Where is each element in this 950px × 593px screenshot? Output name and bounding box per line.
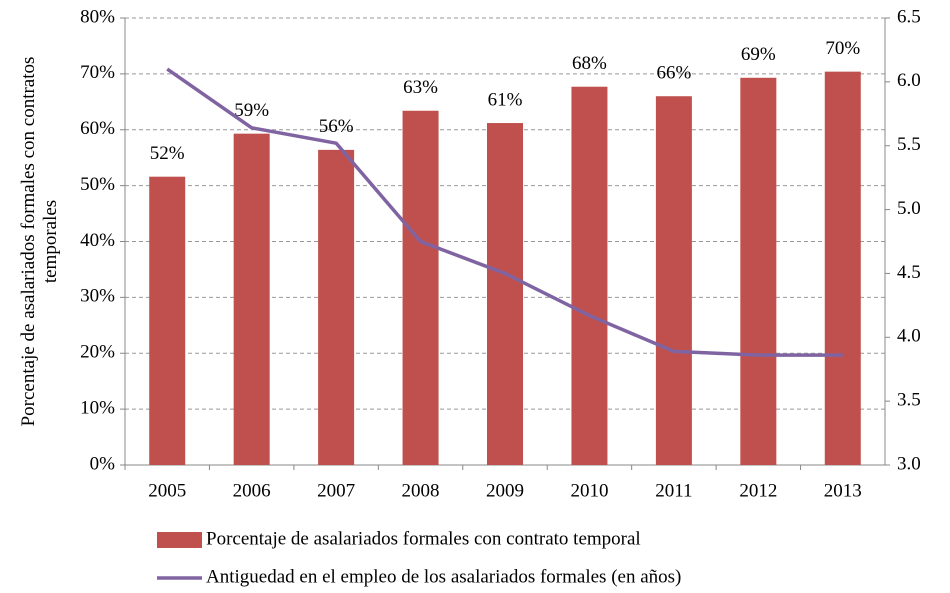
y-tick-label: 70%: [80, 62, 115, 83]
y-tick-label: 0%: [90, 453, 116, 474]
y2-tick-label: 3.0: [897, 453, 921, 474]
y-tick-label: 60%: [80, 118, 115, 139]
y-tick-label: 40%: [80, 230, 115, 251]
y-tick-label: 80%: [80, 6, 115, 27]
y-tick-label: 10%: [80, 397, 115, 418]
legend-label: Antiguedad en el empleo de los asalariad…: [206, 566, 681, 587]
y2-tick-label: 5.5: [897, 134, 921, 155]
bar: [402, 110, 439, 465]
value-label: 56%: [319, 116, 354, 137]
bar: [824, 71, 861, 465]
y2-tick-label: 4.5: [897, 262, 921, 283]
y-tick-label: 30%: [80, 286, 115, 307]
value-label: 52%: [150, 143, 185, 164]
bar: [655, 96, 692, 465]
x-tick-label: 2010: [570, 480, 608, 501]
value-label: 59%: [234, 100, 269, 121]
value-label: 70%: [825, 38, 860, 59]
bar: [318, 149, 355, 466]
y2-tick-label: 4.0: [897, 326, 921, 347]
y-tick-label: 20%: [80, 342, 115, 363]
x-tick-label: 2005: [148, 480, 186, 501]
line: [166, 67, 843, 357]
y-axis-label: Porcentaje de asalariados formales con c…: [18, 57, 61, 427]
x-tick-label: 2009: [486, 480, 524, 501]
y2-tick-label: 3.5: [897, 390, 921, 411]
x-tick-label: 2006: [233, 480, 271, 501]
value-label: 69%: [741, 44, 776, 65]
bar: [233, 133, 270, 465]
y-axis-label-line: Porcentaje de asalariados formales con c…: [18, 57, 39, 427]
y2-tick-label: 6.0: [897, 70, 921, 91]
x-tick-label: 2011: [655, 480, 692, 501]
value-label: 61%: [488, 89, 523, 110]
bar: [740, 77, 777, 465]
legend-swatch: [157, 532, 202, 548]
x-tick-label: 2007: [317, 480, 355, 501]
y2-tick-label: 6.5: [897, 6, 921, 27]
bar: [571, 86, 608, 465]
value-label: 66%: [656, 63, 691, 84]
legend-label: Porcentaje de asalariados formales con c…: [206, 528, 641, 549]
value-label: 68%: [572, 53, 607, 74]
y-tick-label: 50%: [80, 174, 115, 195]
value-label: 63%: [403, 77, 438, 98]
bar: [149, 176, 186, 465]
x-tick-label: 2013: [824, 480, 862, 501]
y-axis-label-line: temporales: [40, 200, 61, 283]
x-tick-label: 2008: [402, 480, 440, 501]
bar: [487, 123, 523, 466]
y2-tick-label: 5.0: [897, 198, 921, 219]
x-tick-label: 2012: [739, 480, 777, 501]
